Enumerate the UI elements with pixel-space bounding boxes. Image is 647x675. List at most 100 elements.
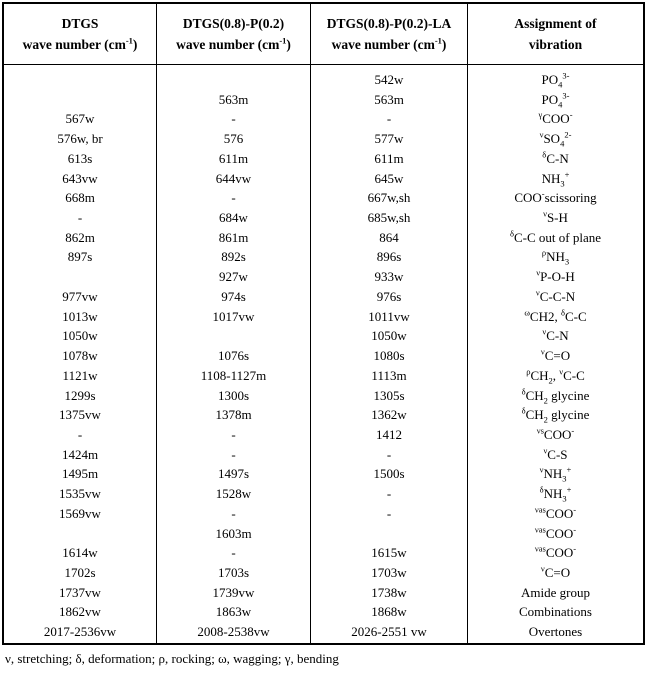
table-cell: νS-H [543,208,568,226]
column-assignment-values: PO43- PO43- γCOO-νSO42- δC-N NH3+ COO-scissor… [468,65,643,643]
table-cell: 1424m [61,446,99,462]
table-cell [4,267,156,287]
table-cell: 668m [65,190,95,206]
table-cell: - [77,210,83,226]
column-header-line1: DTGS [61,16,99,31]
table-cell: COO-scissoring [514,188,597,206]
table-cell: 1050w [62,328,98,344]
table-cell: 613s [67,150,93,166]
table-cell: 974s [221,288,246,304]
table-cell [4,90,156,110]
column-header-line1: DTGS(0.8)-P(0.2) [182,16,285,31]
column-header-line2: wave number (cm-1) [331,35,447,52]
table-cell: PO43- [541,90,570,110]
table-cell: νC=O [540,346,571,364]
table-cell: 1011vw [368,308,410,324]
table-cell: - [386,486,392,502]
table-cell: - [77,426,83,442]
table-cell: - [231,111,236,127]
table-cell: 1013w [62,308,98,324]
column-header-line2: wave number (cm-1) [22,35,138,52]
table-cell: δC-N [542,149,569,166]
table-cell: 643vw [62,170,98,186]
table-cell: 1739vw [212,584,255,600]
table-cell: νasCOO- [534,524,577,541]
table-cell: 2008-2538vw [197,624,270,640]
table-cell: 1738w [371,584,407,600]
column-header-line2: wave number (cm-1) [176,35,291,52]
table-body: 567w 576w, br 613s 643vw 668m - 862m 897s 977vw 1… [4,65,643,643]
table-cell: 976s [376,288,402,304]
table-cell: νC-C-N [535,287,576,304]
table-cell: νSO42- [539,129,572,149]
table-cell: Combinations [519,604,592,620]
table-cell: 1737vw [59,584,101,600]
table-cell: 1614w [62,545,98,561]
table-cell: 645w [374,170,404,186]
table-cell: 1569vw [59,505,101,521]
table-cell: 1863w [215,604,252,620]
table-cell: 1050w [371,328,407,344]
table-cell: 1703s [217,564,250,580]
table-cell: 1080s [373,348,405,364]
table-cell: 1603m [215,525,252,541]
table-cell: 933w [374,269,404,285]
column-header-line1: DTGS(0.8)-P(0.2)-LA [326,16,452,31]
table-cell: - [231,545,236,561]
table-cell: - [231,426,236,442]
table-cell: - [386,111,392,127]
table-cell: 1078w [62,348,98,364]
table-cell: ρCH2, νC-C [526,366,585,386]
column-header-line1: Assignment of [514,16,597,31]
column-header-dtgs: DTGS wave number (cm-1) [4,4,157,64]
table-cell: νNH3+ [539,465,572,484]
table-cell: 563m [374,91,404,107]
table-cell [4,70,156,90]
table-cell: NH3+ [541,169,570,189]
table-cell: 1535vw [59,486,101,502]
table-cell: 611m [218,150,249,166]
table-cell: 685w,sh [367,210,411,226]
table-cell: 644vw [215,170,252,186]
table-cell: 861m [218,229,249,245]
table-cell: - [231,446,236,462]
table-cell: νC-N [542,327,569,344]
table-cell: 684w [219,210,248,226]
table-cell: 1299s [64,387,96,403]
table-cell: 542w [374,72,404,87]
table-cell: 1868w [371,604,407,620]
table-cell: 563m [218,91,249,107]
table-cell: 1497s [217,466,250,482]
column-header-line2: vibration [528,37,583,52]
table-cell: 1703w [371,564,407,580]
table-cell: 1121w [62,367,98,383]
table-cell: 576 [223,131,244,147]
table-cell: 611m [374,150,404,166]
table-cell: 1862vw [59,604,101,620]
table-footnote: ν, stretching; δ, deformation; ρ, rockin… [5,651,339,666]
table-cell: 1108-1127m [200,367,267,383]
table-cell: 1615w [371,545,407,561]
table-cell: δC-C out of plane [509,228,602,245]
table-cell: 864 [379,229,399,245]
table-cell: 927w [219,269,248,285]
table-cell: 1500s [373,466,405,482]
table-cell: 2026-2551 vw [351,624,427,640]
table-cell: 1528w [215,486,252,502]
table-cell: 1305s [373,387,405,403]
table-cell: νC=O [540,563,571,580]
column-header-dtgs-p: DTGS(0.8)-P(0.2) wave number (cm-1) [157,4,311,64]
table-cell: 862m [65,229,95,245]
table-header-row: DTGS wave number (cm-1) DTGS(0.8)-P(0.2)… [4,4,643,65]
table-cell: 1702s [64,564,96,580]
table-cell [157,70,310,90]
table-cell: - [386,446,392,462]
table-cell: νasCOO- [534,543,577,561]
table-cell [157,326,310,346]
table-cell: 1076s [217,348,250,364]
column-dtgs-p-la-values: 542w 563m - 577w 611m 645w 667w,sh 685w,sh 864 89… [311,65,468,643]
column-dtgs-values: 567w 576w, br 613s 643vw 668m - 862m 897s 977vw 1… [4,65,157,643]
column-header-assignment: Assignment of vibration [468,4,643,64]
table-cell: - [231,190,236,206]
table-cell: 1495m [61,466,99,482]
